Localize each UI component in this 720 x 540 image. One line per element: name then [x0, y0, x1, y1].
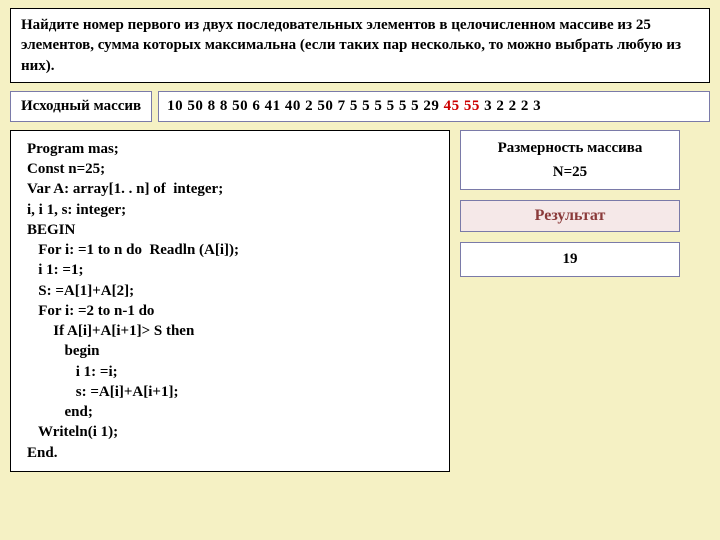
- code-box: Program mas; Const n=25; Var A: array[1.…: [10, 130, 450, 472]
- array-before: 10 50 8 8 50 6 41 40 2 50 7 5 5 5 5 5 5 …: [167, 98, 439, 115]
- code-content: Program mas; Const n=25; Var A: array[1.…: [27, 139, 433, 463]
- right-column: Размерность массива N=25 Результат 19: [460, 130, 680, 472]
- result-value: 19: [460, 242, 680, 277]
- array-after: 3 2 2 2 3: [484, 98, 541, 115]
- array-row: Исходный массив 10 50 8 8 50 6 41 40 2 5…: [10, 91, 710, 122]
- array-label: Исходный массив: [10, 91, 152, 122]
- main-row: Program mas; Const n=25; Var A: array[1.…: [10, 130, 710, 472]
- result-label: Результат: [460, 200, 680, 232]
- dimension-title: Размерность массива: [473, 139, 667, 159]
- task-text: Найдите номер первого из двух последоват…: [21, 15, 699, 76]
- array-highlight: 45 55: [444, 98, 480, 115]
- task-box: Найдите номер первого из двух последоват…: [10, 8, 710, 83]
- dimension-value: N=25: [473, 164, 667, 181]
- dimension-box: Размерность массива N=25: [460, 130, 680, 191]
- array-values: 10 50 8 8 50 6 41 40 2 50 7 5 5 5 5 5 5 …: [158, 91, 710, 122]
